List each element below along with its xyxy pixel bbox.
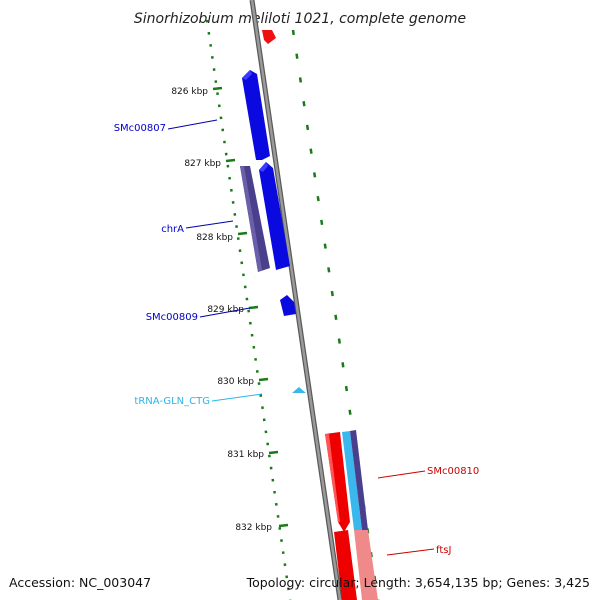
tick-mark <box>278 523 289 528</box>
genome-backbone <box>249 0 343 600</box>
gene-label-ftsj[interactable]: ftsJ <box>436 545 451 556</box>
track-dot <box>295 53 299 59</box>
tick-label-829: 829 kbp <box>207 305 244 315</box>
track-dot <box>305 124 310 131</box>
track-dot <box>337 338 341 344</box>
inner-dotted-track <box>205 19 292 600</box>
gene-features <box>240 30 378 600</box>
track-dot <box>316 195 320 202</box>
track-dot <box>330 290 334 297</box>
tick-mark <box>268 450 279 455</box>
track-dot <box>298 77 303 83</box>
tick-label-826: 826 kbp <box>171 87 208 97</box>
tick-mark <box>237 231 248 236</box>
gene-arrow-lower-red[interactable] <box>334 530 357 600</box>
track-dot <box>302 101 306 107</box>
track-dot <box>309 148 313 154</box>
gene-label-trna-gln[interactable]: tRNA-GLN_CTG <box>134 396 210 407</box>
track-dot <box>341 362 345 368</box>
gene-arrow-smc00807[interactable] <box>242 70 270 160</box>
trna-strip[interactable] <box>342 431 362 530</box>
tick-label-827: 827 kbp <box>184 159 221 169</box>
track-dot <box>291 29 295 36</box>
accession-text: Accession: NC_003047 <box>9 575 152 590</box>
tick-label-830: 830 kbp <box>217 377 254 387</box>
gene-arrow-ftsj[interactable] <box>354 530 378 600</box>
tick-mark <box>225 158 236 163</box>
map-title: Sinorhizobium meliloti 1021, complete ge… <box>134 11 466 27</box>
gene-labels: SMc00807 chrA SMc00809 tRNA-GLN_CTG SMc0… <box>114 123 480 556</box>
track-dot <box>348 409 352 415</box>
tick-mark <box>258 377 269 382</box>
track-dot <box>344 385 349 392</box>
topology-text: Topology: circular; Length: 3,654,135 bp… <box>246 575 590 590</box>
track-dot <box>313 172 317 178</box>
track-dot <box>334 314 338 320</box>
tick-label-828: 828 kbp <box>196 233 233 243</box>
track-dot <box>323 243 327 249</box>
track-dot <box>327 267 331 273</box>
gene-arrow-chra[interactable] <box>259 162 290 270</box>
tick-mark <box>212 86 223 91</box>
gene-label-smc00807[interactable]: SMc00807 <box>114 123 166 134</box>
tick-label-832: 832 kbp <box>235 523 272 533</box>
kbp-ticks: 826 kbp 827 kbp 828 kbp 829 kbp 830 kbp … <box>171 86 289 533</box>
trna-marker[interactable] <box>292 387 306 393</box>
tick-label-831: 831 kbp <box>227 450 264 460</box>
gene-arrow-top-partial[interactable] <box>262 30 276 44</box>
gene-label-smc00810[interactable]: SMc00810 <box>427 466 479 477</box>
label-connectors <box>167 119 435 556</box>
cds-strip[interactable] <box>350 430 368 530</box>
tick-mark <box>248 305 259 310</box>
gene-arrow-smc00809[interactable] <box>280 295 296 316</box>
gene-label-smc00809[interactable]: SMc00809 <box>146 312 198 323</box>
gene-label-chra[interactable]: chrA <box>161 224 184 235</box>
track-dot <box>320 219 324 226</box>
